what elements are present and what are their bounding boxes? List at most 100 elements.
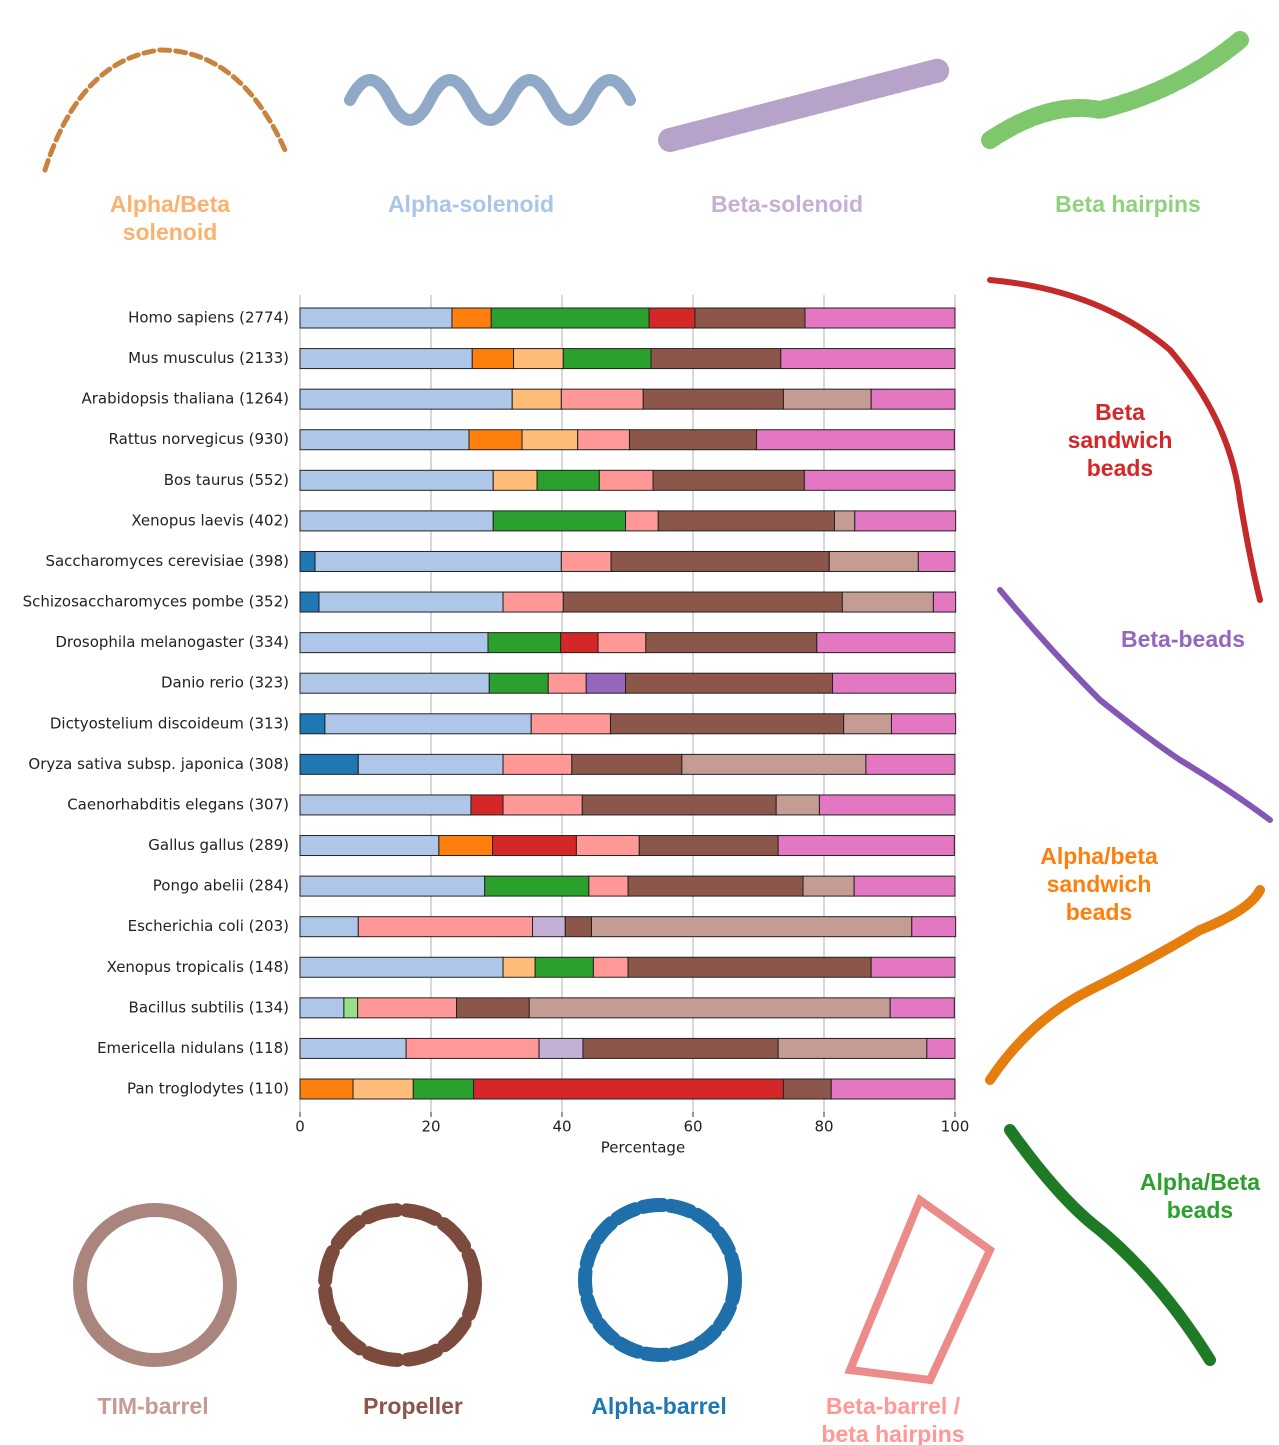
bar-segment: [927, 1038, 955, 1058]
bar-segment: [611, 551, 829, 571]
bar-segment: [503, 957, 535, 977]
structure-label: Alpha/beta sandwich beads: [1034, 842, 1164, 926]
y-tick-label: Escherichia coli (203): [128, 917, 289, 935]
x-axis-label: Percentage: [601, 1139, 685, 1157]
bar-segment: [471, 795, 503, 815]
bar-segment: [651, 349, 781, 369]
bar-segment: [591, 917, 911, 937]
bar-segment: [358, 754, 503, 774]
structure-label: Beta sandwich beads: [1065, 398, 1175, 482]
structure-label: TIM-barrel: [53, 1392, 253, 1420]
bar-segment: [682, 754, 866, 774]
bar-segment: [300, 876, 485, 896]
bar-segment: [831, 1079, 955, 1099]
icon-alpha-barrel: [585, 1205, 735, 1355]
bar-segment: [695, 308, 805, 328]
bar-segment: [871, 389, 955, 409]
bar-segment: [300, 592, 319, 612]
bar-segment: [639, 836, 778, 856]
y-tick-label: Caenorhabditis elegans (307): [67, 795, 289, 813]
structure-label: Alpha-barrel: [559, 1392, 759, 1420]
bar-segment: [783, 1079, 831, 1099]
y-tick-label: Mus musculus (2133): [128, 349, 289, 367]
bar-segment: [493, 836, 577, 856]
structure-label: Alpha/Beta beads: [1136, 1168, 1264, 1224]
bar-segment: [891, 714, 955, 734]
bar-segment: [643, 389, 783, 409]
bar-segment: [300, 754, 358, 774]
x-tick-label: 100: [941, 1118, 970, 1136]
y-tick-label: Danio rerio (323): [161, 674, 289, 692]
bar-segment: [649, 308, 695, 328]
bar-segment: [576, 836, 639, 856]
bar-segment: [485, 876, 589, 896]
bar-segment: [514, 349, 564, 369]
bar-segment: [503, 795, 582, 815]
bar-segment: [489, 673, 548, 693]
bar-segment: [628, 957, 871, 977]
bar-segment: [531, 714, 610, 734]
bar-segment: [529, 998, 890, 1018]
bar-segment: [548, 673, 586, 693]
bar-segment: [406, 1038, 539, 1058]
icon-beta-barrel: [850, 1200, 990, 1380]
bar-segment: [561, 551, 611, 571]
y-tick-label: Schizosaccharomyces pombe (352): [23, 593, 289, 611]
icon-tim-barrel: [80, 1210, 230, 1360]
y-tick-label: Bos taurus (552): [164, 471, 289, 489]
bar-segment: [493, 511, 625, 531]
bar-segment: [300, 714, 325, 734]
bar-segment: [439, 836, 493, 856]
icon-alpha-beta-solenoid: [45, 50, 285, 170]
bar-segment: [918, 551, 955, 571]
y-tick-label: Bacillus subtilis (134): [129, 998, 289, 1016]
bar-segment: [599, 470, 653, 490]
bar-segment: [300, 470, 493, 490]
bar-segment: [783, 389, 871, 409]
bar-segment: [803, 876, 854, 896]
bar-segment: [776, 795, 819, 815]
y-tick-label: Emericella nidulans (118): [97, 1039, 289, 1057]
bar-segment: [319, 592, 503, 612]
bar-segment: [503, 754, 572, 774]
x-tick-label: 60: [683, 1118, 702, 1136]
bar-segment: [353, 1079, 413, 1099]
y-tick-label: Rattus norvegicus (930): [109, 430, 289, 448]
bar-segment: [593, 957, 628, 977]
bar-segment: [933, 592, 955, 612]
bar-segment: [300, 917, 358, 937]
bar-segment: [300, 957, 503, 977]
bar-segment: [522, 430, 578, 450]
bar-segment: [325, 714, 531, 734]
bar-segment: [778, 1038, 927, 1058]
bar-segment: [563, 349, 651, 369]
bar-segment: [469, 430, 522, 450]
bar-segment: [829, 551, 918, 571]
bar-segment: [610, 714, 843, 734]
bar-segment: [503, 592, 563, 612]
bar-segment: [457, 998, 530, 1018]
y-tick-label: Homo sapiens (2774): [128, 309, 289, 327]
bar-segment: [300, 389, 512, 409]
bar-segment: [358, 998, 457, 1018]
bar-segment: [300, 308, 452, 328]
bar-segment: [628, 876, 803, 896]
bar-segment: [565, 917, 591, 937]
icon-alpha-solenoid: [350, 80, 630, 120]
y-tick-label: Dictyostelium discoideum (313): [50, 714, 289, 732]
y-tick-label: Pan troglodytes (110): [127, 1080, 289, 1098]
bar-segment: [300, 511, 493, 531]
bar-segment: [472, 349, 513, 369]
bar-segment: [563, 592, 842, 612]
bar-segment: [578, 430, 630, 450]
bar-segment: [300, 430, 469, 450]
bar-segment: [488, 633, 561, 653]
page: Percentage 020406080100Homo sapiens (277…: [0, 0, 1279, 1445]
bar-segment: [493, 470, 537, 490]
x-tick-label: 0: [295, 1118, 305, 1136]
icon-beta-solenoid: [670, 70, 940, 140]
structure-label: Propeller: [313, 1392, 513, 1420]
bar-segment: [805, 308, 955, 328]
bar-segment: [778, 836, 954, 856]
bar-segment: [626, 511, 659, 531]
